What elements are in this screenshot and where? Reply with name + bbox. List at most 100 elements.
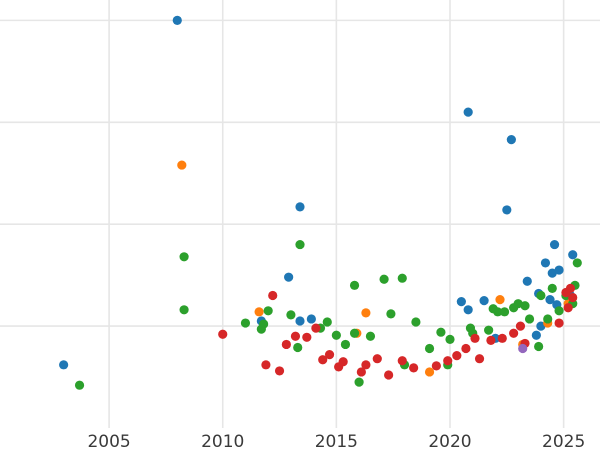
x-gridlines	[108, 0, 565, 428]
point-green-11	[322, 317, 332, 327]
point-green-8	[293, 342, 303, 353]
point-blue-3	[284, 272, 294, 282]
point-green-22	[436, 327, 446, 337]
data-points	[59, 15, 582, 390]
point-green-34	[543, 314, 553, 324]
point-red-22	[515, 321, 526, 331]
point-red-14	[409, 363, 419, 373]
point-red-32	[318, 355, 328, 365]
point-blue-21	[568, 250, 578, 260]
point-red-17	[461, 343, 471, 354]
point-green-35	[547, 283, 557, 293]
point-green-27	[493, 307, 503, 317]
point-blue-22	[545, 295, 555, 305]
point-red-2	[268, 290, 278, 301]
x-tick-label: 2020	[428, 432, 471, 450]
point-green-33	[536, 290, 546, 301]
point-orange-0	[177, 160, 187, 170]
point-red-21	[509, 328, 519, 338]
point-green-12	[331, 330, 341, 340]
point-red-9	[338, 357, 348, 367]
point-red-3	[274, 366, 285, 376]
point-orange-4	[424, 367, 435, 377]
point-blue-20	[554, 265, 564, 275]
y-gridlines	[0, 19, 600, 327]
x-tick-labels: 2005 2010 2015 2020 2025	[87, 432, 585, 450]
point-blue-12	[502, 205, 512, 215]
point-blue-7	[456, 297, 466, 307]
point-red-28	[561, 287, 571, 298]
point-red-1	[261, 360, 271, 370]
point-green-40	[572, 258, 582, 268]
point-red-24	[554, 318, 564, 328]
point-red-33	[281, 339, 291, 350]
point-blue-1	[172, 15, 182, 25]
point-red-25	[563, 303, 573, 313]
point-green-41	[534, 341, 544, 352]
point-red-31	[361, 360, 371, 370]
point-blue-17	[540, 258, 551, 268]
point-green-5	[256, 324, 266, 334]
point-green-0	[74, 380, 85, 390]
point-green-32	[524, 314, 535, 324]
point-green-28	[499, 307, 510, 317]
point-green-36	[554, 306, 564, 316]
point-red-16	[443, 356, 453, 366]
point-red-5	[302, 332, 312, 342]
point-orange-1	[254, 307, 264, 317]
point-red-20	[497, 333, 507, 343]
point-red-18	[474, 354, 485, 364]
point-purple-0	[518, 343, 528, 354]
x-tick-label: 2010	[201, 432, 244, 450]
point-green-18	[386, 309, 396, 319]
point-green-23	[445, 334, 455, 344]
point-red-19	[486, 335, 496, 345]
point-green-25	[484, 325, 494, 335]
point-red-10	[356, 367, 366, 377]
point-green-15	[349, 280, 360, 290]
point-red-6	[311, 323, 321, 333]
point-orange-5	[495, 295, 505, 305]
point-orange-3	[361, 308, 371, 318]
point-green-2	[179, 305, 189, 315]
point-green-1	[179, 252, 189, 262]
point-red-15	[431, 361, 441, 371]
point-red-26	[568, 292, 578, 303]
point-red-0	[218, 329, 228, 339]
x-tick-label: 2005	[87, 432, 130, 450]
point-green-7	[286, 310, 296, 320]
point-blue-6	[306, 314, 316, 324]
point-green-17	[379, 274, 389, 284]
point-green-3	[240, 318, 251, 328]
point-blue-14	[522, 276, 532, 286]
point-blue-5	[295, 316, 305, 326]
point-blue-10	[463, 107, 473, 117]
x-tick-label: 2015	[315, 432, 358, 450]
point-green-9	[295, 239, 305, 250]
point-red-11	[372, 354, 382, 364]
point-blue-19	[549, 239, 560, 250]
point-green-13	[340, 339, 351, 350]
point-blue-2	[295, 202, 305, 212]
point-green-31	[520, 301, 530, 311]
point-blue-11	[506, 135, 516, 145]
point-blue-9	[479, 296, 489, 306]
point-red-13	[397, 356, 407, 366]
point-red-7	[324, 350, 335, 360]
point-green-43	[354, 377, 364, 387]
point-red-30	[452, 351, 462, 361]
point-red-12	[384, 370, 394, 380]
point-green-21	[424, 343, 435, 354]
x-tick-label: 2025	[542, 432, 585, 450]
point-green-20	[411, 317, 421, 327]
point-red-29	[470, 333, 480, 343]
point-green-19	[397, 273, 407, 283]
point-green-14	[349, 328, 360, 338]
point-blue-0	[59, 360, 69, 370]
point-green-6	[263, 306, 273, 316]
point-blue-8	[463, 305, 473, 315]
point-green-16	[365, 331, 376, 341]
point-red-4	[290, 331, 301, 341]
